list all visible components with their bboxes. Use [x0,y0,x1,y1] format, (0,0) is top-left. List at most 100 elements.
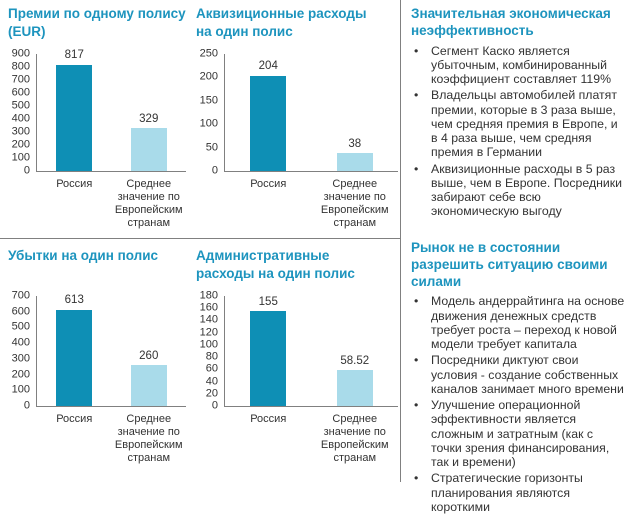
chart-title: Административные расходы на один полис [196,248,355,281]
y-axis-tick-label: 100 [11,151,30,164]
y-axis-tick-label: 600 [11,305,30,318]
bar-group: 260 [112,296,187,406]
section-market-cannot-resolve: Рынок не в состоянии разрешить ситуацию … [411,239,626,514]
charts-area: Премии по одному полису (EUR) 0 100 200 300… [0,5,400,482]
y-axis-tick-label: 700 [11,289,30,302]
chart-row-bottom: Убытки на один полис 0 100 200 300 400 500 600… [0,239,400,482]
plot-area: 817 329 [36,50,187,172]
bullet-text: Сегмент Каско является убыточным, комбин… [431,43,612,87]
y-axis-tick-label: 250 [199,47,218,60]
bullet-dot-icon: • [414,471,419,486]
x-category-label: Россия [56,178,93,190]
bar-value-label: 817 [64,49,84,62]
bar-group: 204 [225,54,312,171]
bar-group: 155 [225,296,312,406]
y-axis-tick-label: 60 [205,362,218,375]
bar-value-label: 58.52 [340,354,370,367]
y-axis-tick-labels: 0 100 200 300 400 500 600 700 [8,290,36,411]
y-axis-tick-label: 200 [199,70,218,83]
commentary-panel: Значительная экономическая неэффективнос… [400,0,630,514]
bullet-dot-icon: • [414,161,419,176]
chart-admin-costs-per-policy: Административные расходы на один полис 0… [196,247,398,482]
x-category-label: Среднее значение по Европейским странам [320,413,389,464]
bar-value-label: 204 [258,60,278,73]
bar-value-label: 329 [139,112,159,125]
plot-wrap: 0 100 200 300 400 500 600 700 613 260 [8,290,187,411]
y-axis-tick-label: 50 [205,141,218,154]
bar [250,75,287,171]
bar-value-label: 38 [348,137,362,150]
plot-area: 155 58.52 [224,296,398,407]
y-axis-tick-label: 0 [23,399,30,412]
x-axis-labels: Россия Среднее значение по Европейским ст… [225,178,398,230]
y-axis-tick-labels: 0 50 100 150 200 250 [196,48,224,176]
y-axis-tick-label: 500 [11,320,30,333]
bar [56,309,93,406]
y-axis-tick-label: 100 [11,383,30,396]
chart-premiums-per-policy: Премии по одному полису (EUR) 0 100 200 300… [8,5,186,238]
y-axis-tick-label: 400 [11,112,30,125]
bullet-text: Аквизиционные расходы в 5 раз выше, чем … [431,161,623,219]
bar-group: 58.52 [312,296,399,406]
y-axis-tick-label: 0 [23,164,30,177]
y-axis-tick-label: 900 [11,47,30,60]
bullet-dot-icon: • [414,43,419,58]
bullet-item: • Владельцы автомобилей платят премии, ко… [411,88,626,159]
section-title: Рынок не в состоянии разрешить ситуацию … [411,239,608,290]
x-category-label: Россия [56,413,93,425]
bullet-item: • Аквизиционные расходы в 5 раз выше, чем… [411,162,626,219]
x-category-label: Россия [250,178,287,190]
y-axis-tick-labels: 0 100 200 300 400 500 600 700 800 900 [8,48,36,176]
bar [336,153,373,171]
plot-wrap: 0 20 40 60 80 100 120 140 160 180 155 58.52 [196,290,398,411]
y-axis-tick-label: 0 [211,164,218,177]
x-category-label: Среднее значение по Европейским странам [114,178,183,229]
y-axis-tick-label: 300 [11,352,30,365]
chart-acquisition-costs-per-policy: Аквизиционные расходы на один полис 0 50 1… [196,5,398,238]
bullet-text: Модель андеррайтинга на основе движения … [431,294,625,352]
bar [130,365,167,406]
bullet-list: • Сегмент Каско является убыточным, комби… [411,44,626,219]
bullet-item: • Улучшение операционной эффективности яв… [411,398,626,469]
y-axis-tick-label: 160 [199,301,218,314]
x-axis-labels: Россия Среднее значение по Европейским ст… [37,178,186,230]
y-axis-tick-label: 100 [199,338,218,351]
y-axis-tick-label: 80 [205,350,218,363]
bar [56,64,93,171]
bullet-item: • Стратегические горизонты планирования я… [411,471,626,514]
x-category-label: Среднее значение по Европейским странам [320,178,389,229]
y-axis-tick-label: 800 [11,60,30,73]
x-category-label: Среднее значение по Европейским странам [114,413,183,464]
bar-group: 38 [312,54,399,171]
x-category-label: Россия [250,413,287,425]
y-axis-tick-label: 700 [11,73,30,86]
y-axis-tick-label: 140 [199,313,218,326]
x-axis-labels: Россия Среднее значение по Европейским ст… [225,413,398,465]
section-economic-inefficiency: Значительная экономическая неэффективнос… [411,5,626,219]
bar-group: 613 [37,295,112,406]
bullet-text: Улучшение операционной эффективности явл… [431,398,610,470]
x-axis-labels: Россия Среднее значение по Европейским ст… [37,413,186,465]
y-axis-tick-label: 40 [205,375,218,388]
plot-area: 613 260 [36,295,187,407]
bullet-list: • Модель андеррайтинга на основе движения… [411,294,626,514]
plot-wrap: 0 50 100 150 200 250 204 38 [196,48,398,176]
bullet-item: • Модель андеррайтинга на основе движения… [411,294,626,351]
bar-group: 329 [112,54,187,171]
chart-title: Аквизиционные расходы на один полис [196,6,367,39]
chart-title: Убытки на один полис [8,248,159,263]
chart-title: Премии по одному полису (EUR) [8,6,186,39]
y-axis-tick-label: 0 [211,399,218,412]
bar [130,128,167,171]
bullet-dot-icon: • [414,88,419,103]
y-axis-tick-label: 200 [11,138,30,151]
bar-value-label: 260 [139,349,159,362]
bullet-text: Владельцы автомобилей платят премии, кот… [431,88,618,160]
section-title: Значительная экономическая неэффективнос… [411,6,611,39]
bullet-text: Стратегические горизонты планирования яв… [431,471,583,514]
bar [336,370,373,406]
y-axis-tick-label: 180 [199,289,218,302]
plot-area: 204 38 [224,54,398,172]
bullet-dot-icon: • [414,294,419,309]
